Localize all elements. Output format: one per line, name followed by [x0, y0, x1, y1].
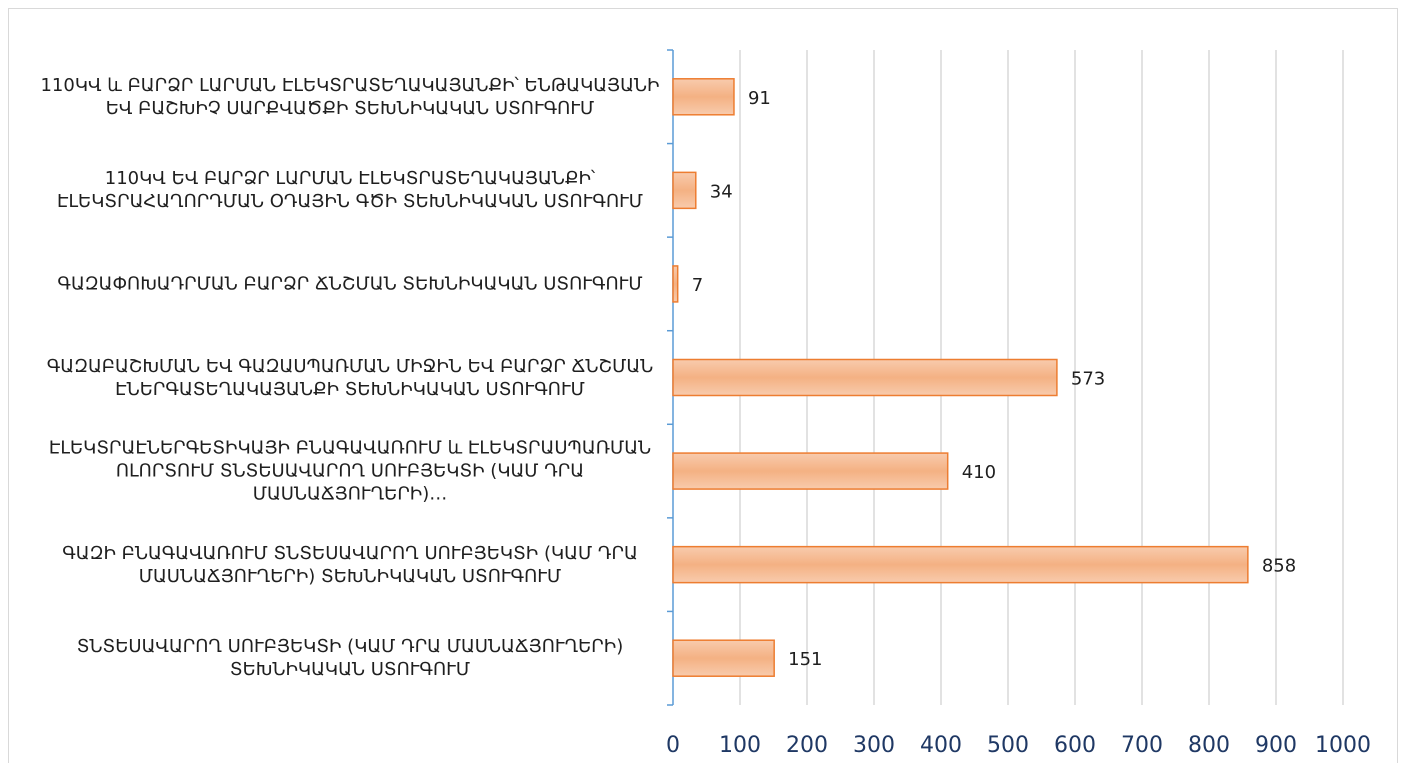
- data-label: 34: [710, 181, 733, 202]
- x-tick-label: 400: [920, 733, 962, 758]
- x-tick-label: 0: [666, 733, 680, 758]
- data-label: 858: [1262, 556, 1296, 577]
- y-tick-label: 110ԿՎ և ԲԱՐՁՐ ԼԱՐՄԱՆ ԷԼԵԿՏՐԱՏԵՂԱԿԱՅԱՆՔԻ՝…: [40, 74, 660, 119]
- data-label: 573: [1071, 369, 1105, 390]
- x-tick-label: 500: [987, 733, 1029, 758]
- data-label: 410: [962, 462, 996, 483]
- bar: [672, 545, 1249, 584]
- y-tick-label: ԳԱԶԱԲԱՇԽՄԱՆ ԵՎ ԳԱԶԱՍՊԱՌՄԱՆ ՄԻՋԻՆ ԵՎ ԲԱՐՁ…: [46, 355, 654, 400]
- x-tick-label: 200: [786, 733, 828, 758]
- bar: [672, 265, 679, 303]
- bar: [672, 358, 1058, 397]
- bar: [672, 639, 775, 677]
- data-label: 7: [692, 275, 703, 296]
- bar: [672, 452, 949, 490]
- bar: [672, 171, 697, 210]
- y-tick-label: 110ԿՎ ԵՎ ԲԱՐՁՐ ԼԱՐՄԱՆ ԷԼԵԿՏՐԱՏԵՂԱԿԱՅԱՆՔԻ…: [56, 168, 644, 213]
- bar: [672, 78, 735, 116]
- x-tick-label: 1000: [1315, 733, 1371, 758]
- x-tick-label: 300: [853, 733, 895, 758]
- x-tick-label: 900: [1255, 733, 1297, 758]
- chart-frame: [8, 8, 1398, 763]
- x-tick-label: 100: [719, 733, 761, 758]
- y-tick-label: ՏՆՏԵՍԱՎԱՐՈՂ ՍՈՒԲՅԵԿՏԻ (ԿԱՄ ԴՐԱ ՄԱՍՆԱՃՅՈՒ…: [76, 636, 624, 681]
- y-tick-label: ԳԱԶԻ ԲՆԱԳԱՎԱՌՈՒՄ ՏՆՏԵՍԱՎԱՐՈՂ ՍՈՒԲՅԵԿՏԻ (…: [62, 542, 638, 587]
- x-tick-label: 800: [1188, 733, 1230, 758]
- y-tick-label: ԷԼԵԿՏՐԱԷՆԵՐԳԵՏԻԿԱՅԻ ԲՆԱԳԱՎԱՌՈՒՄ և ԷԼԵԿՏՐ…: [48, 437, 652, 505]
- x-tick-label: 600: [1054, 733, 1096, 758]
- x-tick-label: 700: [1121, 733, 1163, 758]
- data-label: 91: [748, 88, 771, 109]
- y-tick-label: ԳԱԶԱՓՈԽԱԴՐՄԱՆ ԲԱՐՁՐ ՃՆՇՄԱՆ ՏԵԽՆԻԿԱԿԱՆ ՍՏ…: [57, 273, 643, 295]
- data-label: 151: [788, 649, 822, 670]
